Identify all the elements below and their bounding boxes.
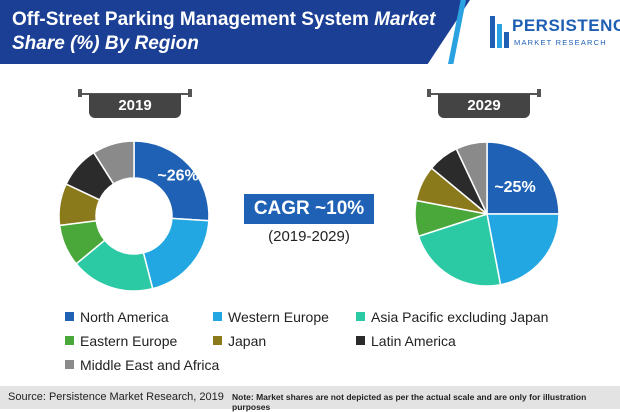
data-label-2029-north-america: ~25% xyxy=(494,179,535,196)
legend-item-latin-america: Latin America xyxy=(356,333,456,349)
slice-2029-north-america xyxy=(486,141,560,215)
footer-bar: Source: Persistence Market Research, 201… xyxy=(0,386,620,412)
year-2029-pin-left xyxy=(427,89,431,97)
legend-label: Eastern Europe xyxy=(80,333,178,349)
legend-label: Western Europe xyxy=(228,309,329,325)
legend-item-western-europe: Western Europe xyxy=(213,309,329,325)
legend-swatch xyxy=(65,336,74,345)
year-badge-2029: 2029 xyxy=(438,94,530,118)
year-2019-pin-left xyxy=(78,89,82,97)
source-text: Source: Persistence Market Research, 201… xyxy=(8,391,224,403)
legend-item-japan: Japan xyxy=(213,333,266,349)
legend-label: Asia Pacific excluding Japan xyxy=(371,309,549,325)
slice-2029-western-europe xyxy=(486,213,560,286)
legend-label: Japan xyxy=(228,333,267,349)
legend-label: Latin America xyxy=(371,333,456,349)
data-label-2019-north-america: ~26% xyxy=(157,168,198,185)
legend-label: Middle East and Africa xyxy=(80,357,220,373)
year-2019-pin-right xyxy=(188,89,192,97)
year-badge-2019: 2019 xyxy=(89,94,181,118)
legend-item-asia-pacific-excluding-japan: Asia Pacific excluding Japan xyxy=(356,309,548,325)
slice-2029-middle-east-and-africa xyxy=(455,141,488,215)
cagr-years: (2019-2029) xyxy=(268,228,350,245)
title-banner xyxy=(0,0,470,64)
legend-swatch xyxy=(65,312,74,321)
slice-2029-asia-pacific-excluding-japan xyxy=(417,213,502,287)
title-italic-2: Share (%) By Region xyxy=(12,33,199,54)
legend-swatch xyxy=(213,312,222,321)
legend-item-eastern-europe: Eastern Europe xyxy=(65,333,177,349)
note-text: Note: Market shares are not depicted as … xyxy=(232,392,587,412)
title-main: Off-Street Parking Management System xyxy=(12,9,369,30)
legend-label: North America xyxy=(80,309,169,325)
cagr-badge: CAGR ~10% xyxy=(244,194,374,224)
slice-2019-western-europe xyxy=(142,217,210,290)
logo-mark-icon xyxy=(490,16,509,48)
company-logo: PERSISTENCE MARKET RESEARCH xyxy=(488,10,620,56)
legend-swatch xyxy=(356,336,365,345)
legend-item-north-america: North America xyxy=(65,309,169,325)
year-2029-pin-right xyxy=(537,89,541,97)
legend-item-middle-east-and-africa: Middle East and Africa xyxy=(65,357,219,373)
chart-title: Off-Street Parking Management System Mar… xyxy=(12,8,442,56)
legend-swatch xyxy=(356,312,365,321)
logo-text: PERSISTENCE xyxy=(512,16,620,35)
slice-2019-middle-east-and-africa xyxy=(92,140,135,185)
legend-swatch xyxy=(213,336,222,345)
title-italic-1: Market xyxy=(374,9,436,30)
legend-swatch xyxy=(65,360,74,369)
logo-subtext: MARKET RESEARCH xyxy=(514,38,607,47)
